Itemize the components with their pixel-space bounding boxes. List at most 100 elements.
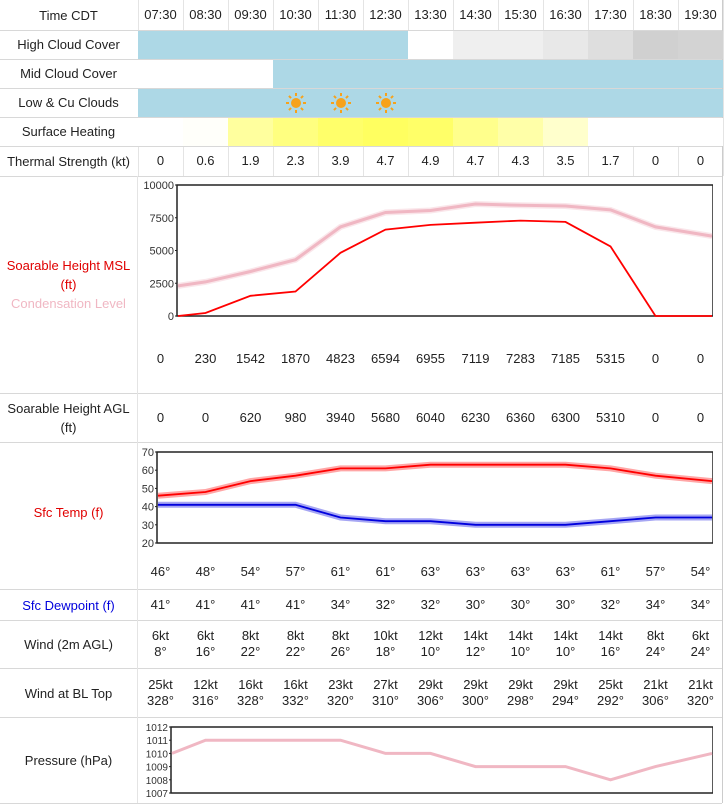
sfc-temp-value: 61°	[600, 564, 621, 579]
wind-bl-cell-line: 21kt	[688, 677, 713, 692]
sfc-dewpoint-value: 41°	[285, 597, 306, 612]
soarable-agl-value: 620	[239, 410, 262, 425]
soarable-msl-value: 6955	[416, 351, 445, 366]
chart-frame	[170, 726, 713, 794]
high-cloud-label: High Cloud Cover	[17, 37, 120, 52]
low-cloud-cell	[678, 89, 723, 117]
y-tick-label: 1010	[146, 749, 169, 760]
y-tick-label: 5000	[150, 246, 174, 258]
time-header-cell: 13:30	[414, 7, 447, 22]
thermal-strength-cell: 4.3	[511, 153, 530, 168]
surface-heating-cell	[453, 118, 498, 146]
wind-bl-cell-line: 27kt	[373, 677, 398, 692]
wind-bl-cell-line: 294°	[552, 693, 579, 708]
row-divider	[0, 176, 722, 177]
sfc-dewpoint-value: 41°	[150, 597, 171, 612]
chart-2: 1007 1008 1009 1010 1011 1012	[146, 723, 713, 798]
wind-2m-cell: 14kt 10°	[498, 622, 543, 666]
row-divider	[0, 30, 722, 31]
low-cloud-cell	[498, 89, 543, 117]
time-header-cell: 08:30	[189, 7, 222, 22]
thermal-strength-cell: 2.3	[286, 153, 305, 168]
wind-bl-cell: 29kt 298°	[498, 671, 543, 715]
soarable-msl-value: 1542	[236, 351, 265, 366]
wind-bl-cell-line: 298°	[507, 693, 534, 708]
wind-bl-cell-line: 320°	[327, 693, 354, 708]
mid-cloud-cell	[318, 60, 363, 88]
row-divider	[0, 803, 722, 804]
high-cloud-cell	[228, 31, 273, 59]
wind-2m-cell-line: 10kt	[373, 628, 398, 643]
mid-cloud-cell	[498, 60, 543, 88]
sfc-dewpoint-value: 41°	[195, 597, 216, 612]
wind-2m-cell-line: 8kt	[241, 628, 260, 643]
wind-bl-cell-line: 320°	[687, 693, 714, 708]
wind-2m-cell: 6kt 24°	[678, 622, 723, 666]
wind-bl-cell-line: 16kt	[238, 677, 263, 692]
mid-cloud-cell	[273, 60, 318, 88]
time-header-cell: 18:30	[639, 7, 672, 22]
wind-2m-cell-line: 8kt	[331, 628, 350, 643]
wind-2m-cell: 14kt 10°	[543, 622, 588, 666]
wind-2m-cell-line: 14kt	[553, 628, 578, 643]
time-header-cell: 14:30	[459, 7, 492, 22]
wind-2m-cell-line: 12°	[465, 644, 486, 659]
wind-2m-cell-line: 14kt	[463, 628, 488, 643]
wind-bl-cell: 12kt 316°	[183, 671, 228, 715]
wind-2m-cell-line: 24°	[645, 644, 666, 659]
y-tick-label: 0	[168, 311, 174, 321]
y-tick-label: 30	[142, 520, 154, 532]
soarable-msl-value: 5315	[596, 351, 625, 366]
row-divider	[0, 620, 722, 621]
wind-bl-cell-line: 328°	[237, 693, 264, 708]
low-cloud-label: Low & Cu Clouds	[18, 95, 119, 110]
row-divider	[0, 589, 722, 590]
soarable-msl-value: 7185	[551, 351, 580, 366]
mid-cloud-cell	[363, 60, 408, 88]
wind-2m-cell-line: 24°	[690, 644, 711, 659]
soarable-agl-value: 6300	[551, 410, 580, 425]
row-divider	[0, 59, 722, 60]
wind-bl-cell-line: 21kt	[643, 677, 668, 692]
sun-icon	[330, 93, 351, 113]
soarable-agl-value: 3940	[326, 410, 355, 425]
surface-heating-cell	[633, 118, 678, 146]
sfc-temp-value: 63°	[510, 564, 531, 579]
thermal-strength-cell: 0	[651, 153, 660, 168]
sfc-temp-value: 61°	[375, 564, 396, 579]
thermal-strength-cell: 0	[696, 153, 705, 168]
surface-heating-cell	[138, 118, 183, 146]
low-cloud-cell	[453, 89, 498, 117]
surface-heating-cell	[273, 118, 318, 146]
sfc-temp-value: 48°	[195, 564, 216, 579]
wind-bl-label: Wind at BL Top	[24, 685, 113, 701]
row-divider	[0, 117, 722, 118]
thermal-strength-cell: 4.7	[376, 153, 395, 168]
high-cloud-cell	[588, 31, 633, 59]
wind-bl-cell: 16kt 332°	[273, 671, 318, 715]
surface-heating-cell	[498, 118, 543, 146]
thermal-strength-cell: 0	[156, 153, 165, 168]
sfc-dewpoint-value: 30°	[555, 597, 576, 612]
wind-2m-cell-line: 22°	[285, 644, 306, 659]
thermal-strength-cell: 3.5	[556, 153, 575, 168]
wind-2m-cell-line: 16°	[600, 644, 621, 659]
pressure-label: Pressure (hPa)	[24, 753, 113, 768]
mid-cloud-cell	[588, 60, 633, 88]
wind-bl-cell: 21kt 320°	[678, 671, 723, 715]
time-header-cell: 17:30	[594, 7, 627, 22]
sfc-temp-value: 61°	[330, 564, 351, 579]
wind-2m-cell-line: 6kt	[151, 628, 170, 643]
y-tick-label: 70	[142, 447, 154, 459]
wind-2m-cell-line: 8kt	[646, 628, 665, 643]
soarable-msl-value: 0	[651, 351, 660, 366]
thermal-strength-cell: 0.6	[196, 153, 215, 168]
low-cloud-cell	[183, 89, 228, 117]
high-cloud-cell	[363, 31, 408, 59]
wind-2m-cell-line: 10°	[555, 644, 576, 659]
soarable-msl-value: 230	[194, 351, 217, 366]
high-cloud-cell	[453, 31, 498, 59]
sfc-temp-label: Sfc Temp (f)	[33, 504, 104, 520]
wind-2m-cell-line: 16°	[195, 644, 216, 659]
y-tick-label: 10000	[143, 180, 174, 192]
